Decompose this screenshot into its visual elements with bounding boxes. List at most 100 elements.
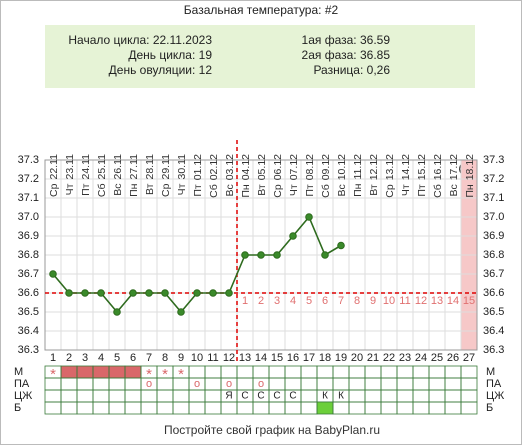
phase-day: 15 bbox=[463, 295, 475, 307]
date: 11.12 bbox=[352, 154, 364, 180]
cell-text: С bbox=[273, 391, 280, 402]
row-label: М bbox=[14, 366, 23, 378]
cell bbox=[460, 401, 478, 415]
y-tick-label: 37.1 bbox=[18, 192, 39, 204]
weekday: Ср bbox=[272, 184, 284, 198]
date: 12.12 bbox=[368, 154, 380, 180]
date-label: Ср 29.11 bbox=[160, 154, 172, 197]
x-tick-label: 18 bbox=[319, 352, 331, 364]
date-label: Ср 13.12 bbox=[384, 154, 396, 198]
temperature-point bbox=[177, 308, 185, 316]
x-tick-label: 13 bbox=[239, 352, 251, 364]
weekday: Ср bbox=[48, 183, 60, 197]
row-label: ЦЖ bbox=[486, 390, 504, 402]
row-label: ПА bbox=[14, 378, 30, 390]
cell-text: * bbox=[162, 366, 168, 383]
weekday: Пн bbox=[128, 183, 140, 197]
date-label: Пн 27.11 bbox=[128, 154, 140, 197]
phase-day: 14 bbox=[447, 295, 459, 307]
temperature-point bbox=[97, 289, 105, 297]
x-tick-label: 11 bbox=[207, 352, 218, 364]
x-tick-label: 27 bbox=[463, 352, 475, 364]
date-label: Пт 24.11 bbox=[80, 154, 92, 196]
weekday: Вс bbox=[336, 184, 348, 196]
date-label: Вс 10.12 bbox=[336, 154, 348, 197]
x-tick-label: 2 bbox=[66, 352, 72, 364]
date-label: Пн 11.12 bbox=[352, 154, 364, 197]
x-tick-label: 26 bbox=[447, 352, 459, 364]
date-label: Ср 06.12 bbox=[272, 154, 284, 198]
date: 14.12 bbox=[400, 154, 412, 180]
y-tick-label: 36.5 bbox=[483, 306, 504, 318]
weekday: Вс bbox=[112, 184, 124, 196]
y-tick-label: 37.0 bbox=[18, 211, 39, 223]
row-label: ПА bbox=[486, 378, 502, 390]
date: 25.11 bbox=[96, 154, 108, 180]
cell-text: С bbox=[241, 391, 248, 402]
weekday: Ср bbox=[384, 184, 396, 198]
filled-cell bbox=[125, 366, 141, 378]
cell-text: о bbox=[226, 378, 232, 390]
date: 18.12 bbox=[464, 154, 476, 180]
weekday: Пт bbox=[192, 184, 204, 197]
x-tick-label: 19 bbox=[335, 352, 347, 364]
y-tick-label: 37.1 bbox=[483, 192, 504, 204]
cell-text: о bbox=[146, 378, 152, 390]
phase-day: 13 bbox=[431, 295, 443, 307]
x-tick-label: 23 bbox=[399, 352, 411, 364]
y-tick-label: 36.3 bbox=[483, 344, 504, 356]
date-label: Пт 01.12 bbox=[192, 154, 204, 197]
weekday: Вт bbox=[368, 184, 380, 196]
x-tick-label: 25 bbox=[431, 352, 443, 364]
date: 10.12 bbox=[336, 154, 348, 180]
phase-day: 10 bbox=[383, 295, 395, 307]
x-tick-label: 24 bbox=[415, 352, 427, 364]
cell-text: Я bbox=[225, 391, 232, 402]
weekday: Сб bbox=[208, 184, 220, 198]
date: 15.12 bbox=[416, 154, 428, 180]
weekday: Пт bbox=[416, 184, 428, 197]
date: 09.12 bbox=[320, 154, 332, 180]
date: 24.11 bbox=[80, 154, 92, 180]
date-label: Вс 26.11 bbox=[112, 154, 124, 196]
date: 06.12 bbox=[272, 154, 284, 180]
y-tick-label: 36.7 bbox=[18, 268, 39, 280]
date-label: Пт 15.12 bbox=[416, 154, 428, 197]
temperature-point bbox=[161, 289, 169, 297]
date-label: Чт 23.11 bbox=[64, 154, 76, 195]
info-text: 1ая фаза: 36.59 bbox=[302, 33, 391, 47]
date-label: Ср 22.11 bbox=[48, 154, 60, 197]
x-tick-label: 10 bbox=[191, 352, 203, 364]
date-label: Чт 07.12 bbox=[288, 154, 300, 196]
info-text: День цикла: 19 bbox=[128, 48, 212, 62]
date: 16.12 bbox=[432, 154, 444, 180]
weekday: Сб bbox=[432, 184, 444, 198]
phase-day: 11 bbox=[399, 295, 410, 307]
temperature-point bbox=[321, 251, 329, 259]
weekday: Сб bbox=[320, 184, 332, 198]
date: 29.11 bbox=[160, 154, 172, 180]
cell-text: * bbox=[146, 366, 152, 383]
temperature-point bbox=[81, 289, 89, 297]
weekday: Пт bbox=[80, 183, 92, 196]
info-text: Начало цикла: 22.11.2023 bbox=[68, 33, 212, 47]
cell-text: * bbox=[50, 366, 56, 383]
info-text: Разница: 0,26 bbox=[313, 63, 390, 77]
date-label: Пн 04.12 bbox=[240, 154, 252, 198]
x-tick-label: 12 bbox=[223, 352, 235, 364]
date: 22.11 bbox=[48, 154, 60, 180]
plot-border bbox=[44, 159, 478, 351]
weekday: Вс bbox=[448, 184, 460, 196]
temperature-point bbox=[129, 289, 137, 297]
x-tick-label: 15 bbox=[271, 352, 283, 364]
x-tick-label: 8 bbox=[162, 352, 168, 364]
temperature-point bbox=[257, 251, 265, 259]
weekday: Вт bbox=[144, 183, 156, 195]
weekday: Ср bbox=[160, 183, 172, 197]
date: 17.12 bbox=[448, 154, 460, 180]
date-label: Вс 03.12 bbox=[224, 154, 236, 197]
filled-cell bbox=[109, 366, 125, 378]
date-label: Сб 25.11 bbox=[96, 154, 108, 197]
y-tick-label: 37.0 bbox=[483, 211, 504, 223]
x-tick-label: 9 bbox=[178, 352, 184, 364]
